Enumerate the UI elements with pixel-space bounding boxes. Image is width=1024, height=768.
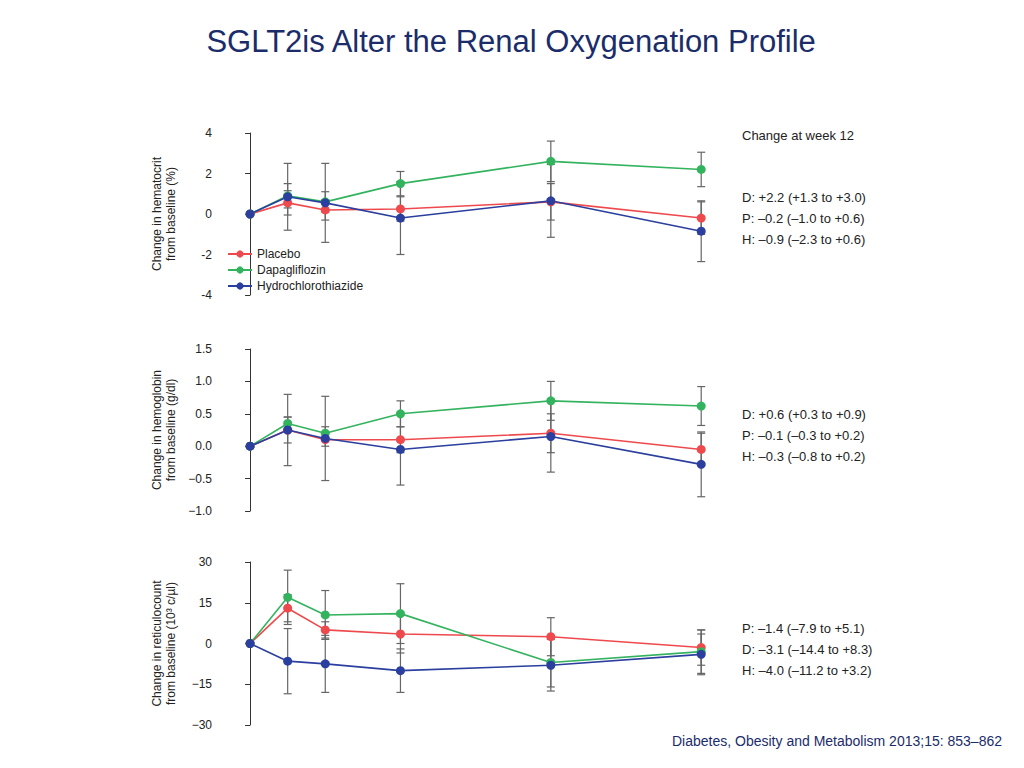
svg-text:0: 0 [205, 207, 212, 221]
svg-text:30: 30 [199, 555, 213, 569]
svg-text:−15: −15 [192, 677, 213, 691]
svg-text:P: –0.1 (–0.3 to +0.2): P: –0.1 (–0.3 to +0.2) [742, 428, 865, 443]
svg-text:Hydrochlorothiazide: Hydrochlorothiazide [257, 279, 363, 293]
svg-text:H: –4.0 (–11.2 to +3.2): H: –4.0 (–11.2 to +3.2) [742, 663, 871, 678]
svg-text:Diabetes, Obesity and Metaboli: Diabetes, Obesity and Metabolism 2013;15… [672, 733, 1002, 749]
svg-text:0: 0 [205, 637, 212, 651]
svg-text:H: –0.3 (–0.8 to +0.2): H: –0.3 (–0.8 to +0.2) [742, 449, 865, 464]
svg-text:Dapagliflozin: Dapagliflozin [257, 263, 326, 277]
svg-text:0.5: 0.5 [195, 407, 212, 421]
svg-text:P: –1.4 (–7.9 to +5.1): P: –1.4 (–7.9 to +5.1) [742, 621, 865, 636]
svg-text:D: –3.1 (–14.4 to +8.3): D: –3.1 (–14.4 to +8.3) [742, 642, 872, 657]
svg-text:1.5: 1.5 [195, 342, 212, 356]
svg-text:−0.5: −0.5 [188, 472, 212, 486]
svg-text:-4: -4 [201, 288, 212, 302]
svg-text:1.0: 1.0 [195, 374, 212, 388]
svg-text:Change in hematocrit: Change in hematocrit [150, 156, 164, 271]
svg-text:D: +2.2 (+1.3 to +3.0): D: +2.2 (+1.3 to +3.0) [742, 190, 866, 205]
svg-text:Placebo: Placebo [257, 247, 301, 261]
svg-text:15: 15 [199, 596, 213, 610]
svg-text:0.0: 0.0 [195, 439, 212, 453]
svg-text:P: –0.2 (–1.0 to +0.6): P: –0.2 (–1.0 to +0.6) [742, 211, 865, 226]
svg-text:from baseline (%): from baseline (%) [164, 167, 178, 261]
svg-text:4: 4 [205, 126, 212, 140]
svg-text:−1.0: −1.0 [188, 504, 212, 518]
svg-text:SGLT2is Alter the Renal Oxygen: SGLT2is Alter the Renal Oxygenation Prof… [206, 24, 815, 59]
svg-text:−30: −30 [192, 718, 213, 732]
svg-text:-2: -2 [201, 248, 212, 262]
svg-text:from baseline (g/dl): from baseline (g/dl) [164, 379, 178, 482]
svg-text:Change at week 12: Change at week 12 [742, 128, 854, 143]
svg-text:2: 2 [205, 167, 212, 181]
svg-text:from baseline (10³ c/µl): from baseline (10³ c/µl) [164, 582, 178, 705]
svg-text:D: +0.6 (+0.3 to +0.9): D: +0.6 (+0.3 to +0.9) [742, 407, 866, 422]
svg-text:Change in reticulocount: Change in reticulocount [150, 580, 164, 707]
svg-text:Change in hemoglobin: Change in hemoglobin [150, 370, 164, 490]
svg-text:H: –0.9 (–2.3 to +0.6): H: –0.9 (–2.3 to +0.6) [742, 232, 865, 247]
